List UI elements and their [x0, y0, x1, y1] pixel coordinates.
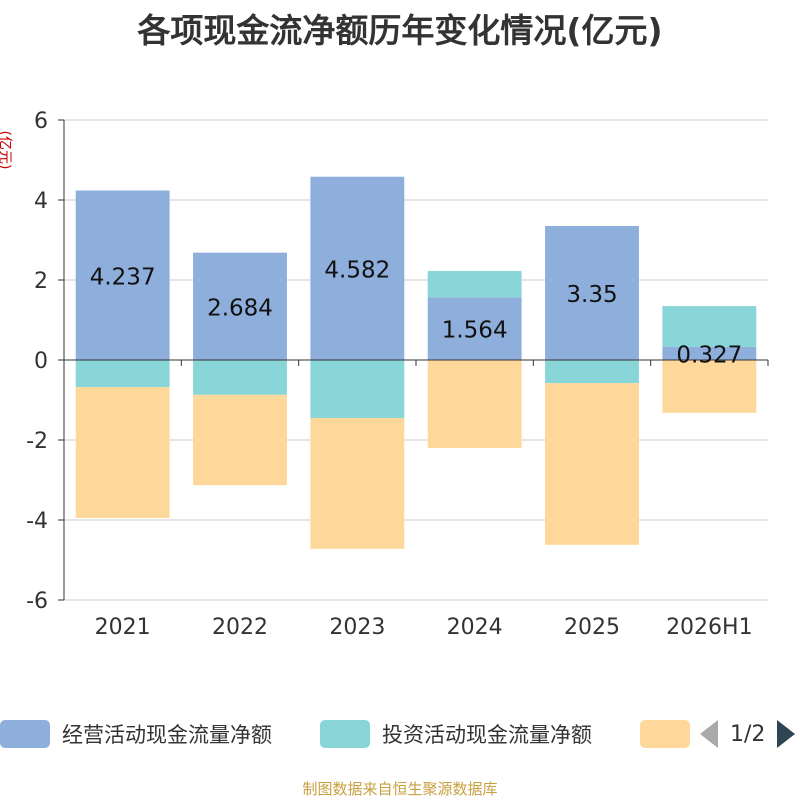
bar-1-2026H1 — [662, 346, 757, 360]
legend-item-2[interactable]: 投资活动现金流量净额 — [320, 716, 592, 752]
bar-3-2022 — [193, 394, 287, 486]
x-tick-label: 2026H1 — [666, 615, 753, 640]
data-label-2024: 1.564 — [442, 318, 508, 344]
bar-2-2023 — [310, 360, 405, 418]
y-tick-label: 4 — [34, 189, 48, 214]
bar-2-2025 — [545, 360, 639, 384]
data-source-footer: 制图数据来自恒生聚源数据库 — [302, 780, 498, 798]
legend-label: 投资活动现金流量净额 — [382, 723, 592, 747]
x-tick-label: 2025 — [564, 615, 620, 640]
chart-title: 各项现金流净额历年变化情况(亿元) — [137, 11, 663, 50]
bar-1-2021 — [75, 190, 170, 360]
stacked-bar-chart: -6 -4 -2 0 2 4 6 4.237 2.684 4.582 1.564 3.35 0.327 2… — [26, 109, 769, 640]
data-label-2022: 2.684 — [207, 295, 273, 321]
y-tick-label: -4 — [26, 509, 48, 534]
bar-1-2024 — [427, 297, 522, 360]
y-tick-label: 2 — [34, 269, 48, 294]
y-tick-label: -2 — [26, 429, 48, 454]
x-tick-label: 2022 — [212, 615, 268, 640]
bar-3-2026H1 — [662, 360, 757, 413]
bar-2-2021 — [75, 360, 170, 388]
legend-page-indicator: 1/2 — [730, 721, 766, 747]
bar-3-2024 — [427, 360, 522, 448]
bar-1-2023 — [310, 176, 405, 360]
bar-1-2025 — [545, 226, 639, 360]
bar-1-2022 — [193, 252, 287, 360]
data-label-2026H1: 0.327 — [676, 342, 742, 368]
data-label-2025: 3.35 — [566, 282, 617, 308]
data-label-2021: 4.237 — [90, 264, 156, 290]
y-tick-label: 6 — [34, 109, 48, 134]
bar-2-2024 — [427, 271, 522, 298]
legend-swatch — [640, 720, 690, 748]
legend[interactable]: 经营活动现金流量净额 投资活动现金流量净额 — [0, 716, 800, 756]
legend-pager: 1/2 — [700, 716, 796, 752]
bar-3-2023 — [310, 418, 405, 549]
data-label-2023: 4.582 — [324, 257, 390, 283]
x-tick-label: 2023 — [329, 615, 385, 640]
legend-next-arrow-icon[interactable] — [777, 720, 796, 748]
y-tick-label: -6 — [26, 589, 48, 614]
bar-2-2026H1 — [662, 306, 757, 347]
legend-prev-arrow-icon[interactable] — [700, 720, 718, 748]
x-tick-label: 2021 — [95, 615, 151, 640]
bar-3-2021 — [75, 387, 170, 518]
legend-swatch — [0, 720, 50, 748]
bar-2-2022 — [193, 360, 287, 395]
y-tick-label: 0 — [34, 349, 48, 374]
x-tick-label: 2024 — [447, 615, 503, 640]
bar-3-2025 — [545, 383, 639, 545]
legend-label: 经营活动现金流量净额 — [62, 723, 272, 747]
legend-swatch — [320, 720, 370, 748]
legend-item-3[interactable] — [640, 716, 702, 752]
legend-item-1[interactable]: 经营活动现金流量净额 — [0, 716, 272, 752]
